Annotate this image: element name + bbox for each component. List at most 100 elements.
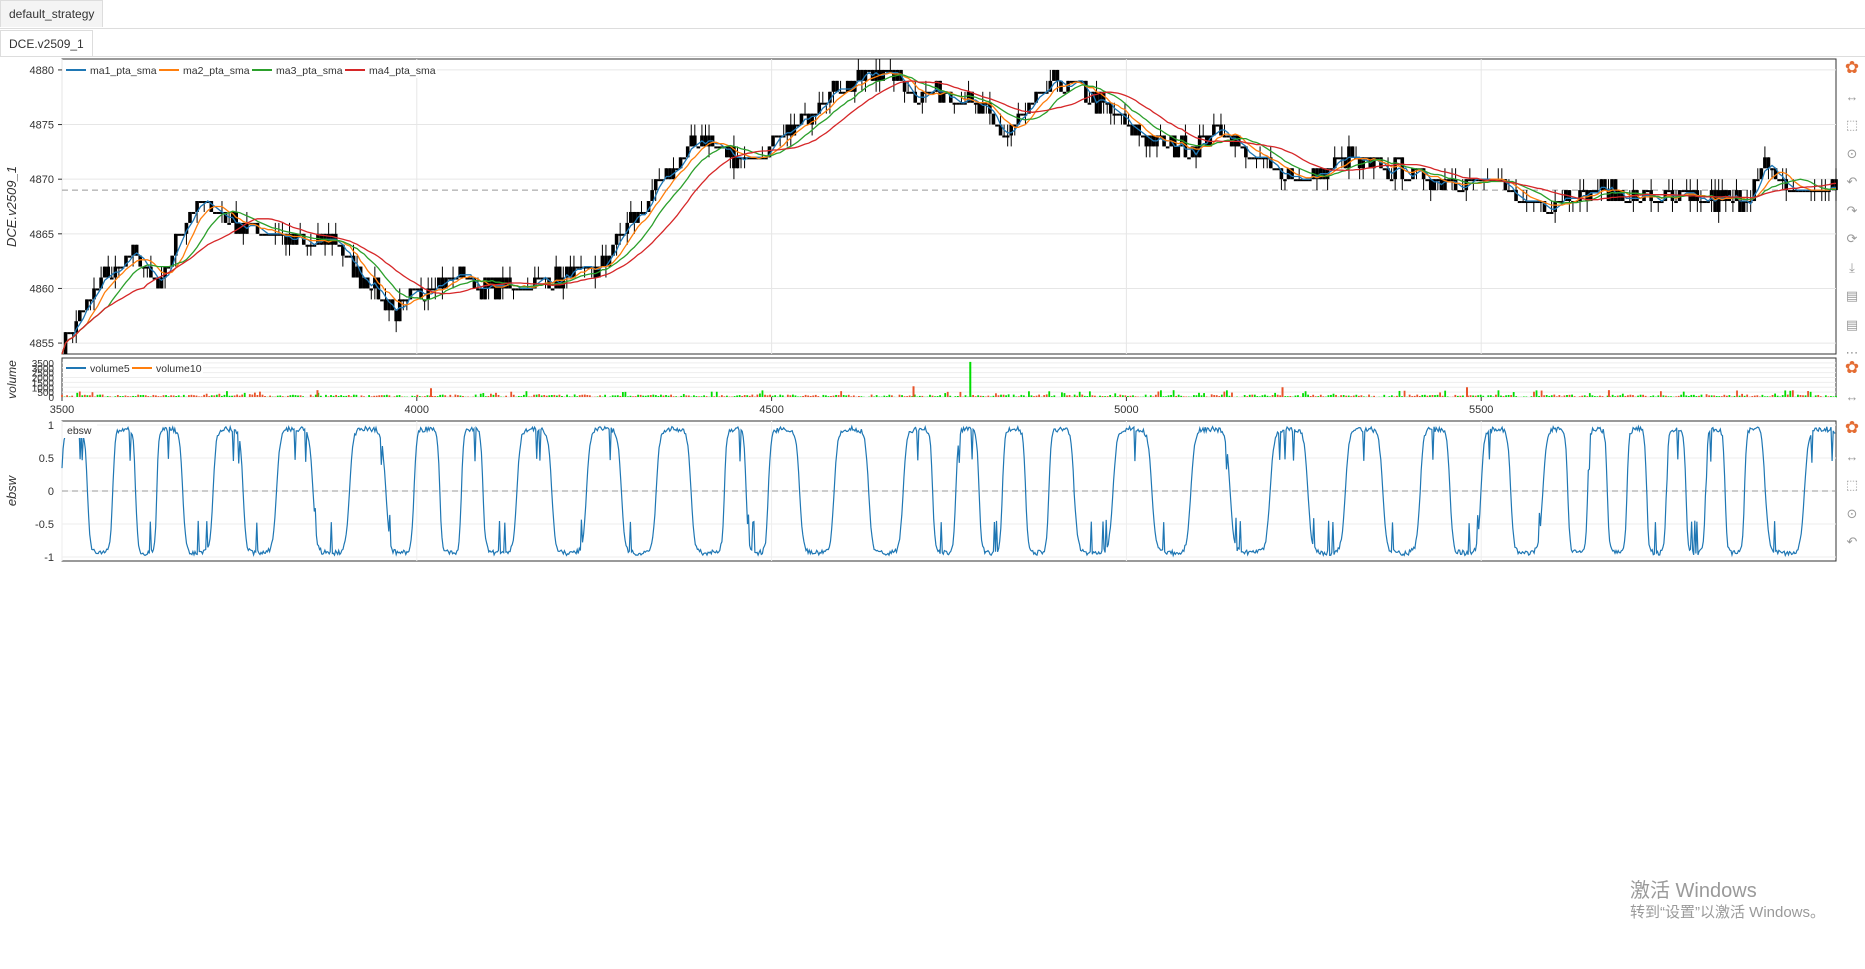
candle-body [582, 266, 587, 269]
candle-body [309, 244, 313, 247]
volume-bar [347, 395, 350, 397]
volume-bar [297, 395, 299, 397]
box-zoom-icon[interactable]: ⬚ [1845, 477, 1859, 492]
candle-body [1787, 190, 1792, 193]
candle-body [764, 157, 768, 160]
volume-bar [1162, 396, 1165, 397]
candle-body [1372, 157, 1376, 169]
volume-bar [1581, 395, 1584, 397]
volume-bar [695, 396, 698, 397]
candle-body [355, 266, 359, 278]
volume-bar [1535, 390, 1538, 397]
volume-bar [170, 395, 173, 397]
candle-body [209, 201, 214, 212]
candle-body [440, 277, 445, 289]
crosshair-icon[interactable]: ▤ [1845, 316, 1859, 332]
volume-ytick-label: 3000 [32, 364, 55, 375]
candle-body [1716, 190, 1721, 212]
price-legend: ma1_pta_sma ma2_pta_sma ma3_pta_sma ma4_pta… [63, 60, 437, 78]
volume-bar [1677, 395, 1680, 397]
volume-bar [538, 394, 541, 397]
wheel-zoom-icon[interactable]: ⊙ [1846, 145, 1858, 161]
volume-bar [667, 395, 670, 397]
volume-bar [157, 396, 160, 397]
volume-bar [89, 395, 91, 397]
bokeh-logo-icon[interactable]: ✿ [1844, 418, 1860, 437]
candle-body [1187, 157, 1191, 160]
volume-bar [568, 396, 571, 397]
pan-icon[interactable]: ↔ [1845, 389, 1859, 404]
volume-bar [1390, 395, 1393, 397]
volume-bar [840, 391, 843, 397]
volume-bar [248, 394, 251, 397]
candle-body [1546, 211, 1550, 214]
volume-bar [637, 394, 640, 397]
volume-bar [1193, 395, 1195, 397]
volume-bar [393, 396, 396, 397]
volume-bar [1352, 395, 1355, 397]
volume-bar [827, 396, 830, 397]
more-icon[interactable]: ⋯ [1845, 345, 1859, 360]
candle-body [1084, 80, 1088, 103]
bokeh-logo-icon[interactable]: ✿ [1844, 58, 1860, 77]
candle-body [447, 277, 452, 280]
redo-icon[interactable]: ↷ [1846, 202, 1858, 218]
reset-icon[interactable]: ⟳ [1846, 231, 1858, 246]
candle-body [1460, 190, 1465, 193]
volume-bar [540, 395, 543, 397]
ebsw-title: ebsw [67, 425, 92, 437]
candle-body [1684, 190, 1689, 193]
volume-bar [1489, 395, 1492, 397]
candle-body [1723, 190, 1728, 202]
volume-bar [345, 395, 348, 397]
volume-bar [1157, 391, 1160, 397]
volume-bar [1827, 396, 1830, 397]
candle-body [344, 255, 349, 258]
candle-body [1755, 179, 1760, 182]
volume-bar [1776, 395, 1779, 397]
volume-bar [1472, 395, 1474, 397]
tab-default-strategy[interactable]: default_strategy [0, 0, 104, 27]
candle-body [1268, 157, 1273, 169]
volume-bar [1426, 395, 1429, 397]
save-icon[interactable]: ⤓ [1849, 259, 1855, 275]
candle-body [611, 244, 615, 256]
volume-bar [792, 394, 794, 397]
candle-body [725, 146, 729, 158]
candle-body [618, 233, 622, 236]
candle-body [1773, 168, 1778, 180]
volume-bar [144, 395, 147, 397]
volume-bar [1284, 396, 1287, 397]
ebsw-ytick-label: 0.5 [39, 453, 54, 465]
volume-bar [340, 395, 343, 397]
volume-bar [959, 391, 962, 397]
undo-icon[interactable]: ↶ [1846, 174, 1858, 189]
volume-bar [1167, 395, 1170, 397]
undo-icon[interactable]: ↶ [1846, 534, 1858, 549]
candle-body [856, 69, 861, 81]
wheel-zoom-icon[interactable]: ⊙ [1846, 505, 1858, 521]
candle-body [927, 91, 932, 94]
bokeh-logo-icon[interactable]: ✿ [1844, 358, 1860, 377]
volume-bar [644, 395, 647, 397]
candle-body [1396, 157, 1401, 160]
candle-body [1471, 179, 1476, 182]
volume-bar [1670, 396, 1672, 397]
candle-body [913, 91, 918, 103]
volume-bar [1175, 395, 1178, 397]
hover-icon[interactable]: ▤ [1845, 288, 1859, 303]
volume-bar [1807, 391, 1809, 397]
candle-body [241, 222, 246, 234]
tab-symbol[interactable]: DCE.v2509_1 [0, 30, 93, 57]
box-zoom-icon[interactable]: ⬚ [1845, 117, 1859, 132]
volume-bar [182, 394, 185, 397]
volume-bar [1832, 396, 1835, 397]
volume-bar [1200, 395, 1203, 397]
volume-bar [228, 395, 231, 397]
pan-icon[interactable]: ↔ [1845, 89, 1859, 104]
pan-icon[interactable]: ↔ [1845, 449, 1859, 464]
volume-bar [1226, 390, 1228, 397]
candle-body [625, 222, 630, 234]
candle-body [358, 266, 363, 289]
